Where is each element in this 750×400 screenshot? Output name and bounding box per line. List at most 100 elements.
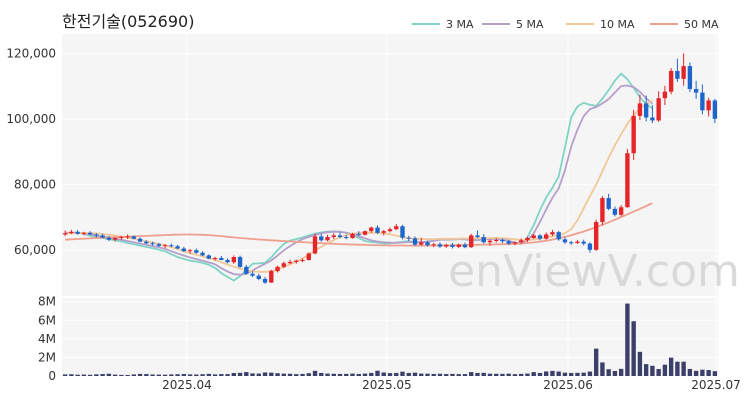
volume-bar xyxy=(643,364,649,376)
volume-bar xyxy=(187,374,193,376)
candle-body xyxy=(69,231,74,234)
candle-body xyxy=(700,92,705,111)
volume-bar xyxy=(475,372,480,376)
candle-body xyxy=(568,242,574,244)
volume-bar xyxy=(275,373,280,376)
volume-bar xyxy=(194,374,199,376)
candle-body xyxy=(575,241,580,243)
volume-axis-ticks: 8M 6M 4M 2M 0 xyxy=(38,295,56,383)
x-tick-label: 2025.07 xyxy=(691,378,741,392)
candle-body xyxy=(137,238,143,242)
volume-bar xyxy=(244,372,249,376)
volume-bar xyxy=(412,372,418,376)
candle-body xyxy=(219,258,224,260)
volume-bar xyxy=(581,372,586,376)
volume-bar xyxy=(281,373,286,376)
volume-bar xyxy=(425,373,430,376)
volume-bar xyxy=(575,372,580,376)
volume-bar xyxy=(75,374,80,376)
volume-bar xyxy=(300,373,305,376)
candle-body xyxy=(687,66,693,90)
candle-body xyxy=(194,250,199,253)
volume-bar xyxy=(456,374,461,376)
volume-tick-label: 8M xyxy=(38,295,56,309)
candle-body xyxy=(281,263,286,267)
candle-body xyxy=(419,242,424,245)
candle-body xyxy=(181,248,187,252)
volume-bar xyxy=(537,372,543,376)
candle-body xyxy=(187,250,193,252)
candle-body xyxy=(331,235,336,238)
volume-bar xyxy=(181,374,187,376)
candle-body xyxy=(512,242,518,244)
volume-bar xyxy=(156,374,162,376)
candle-body xyxy=(337,235,343,238)
volume-bar xyxy=(506,373,511,376)
candle-body xyxy=(312,236,318,254)
volume-bar xyxy=(212,374,218,376)
volume-bar xyxy=(450,373,455,376)
volume-bar xyxy=(237,372,243,376)
volume-bar xyxy=(69,374,74,376)
price-tick-label: 80,000 xyxy=(14,178,56,192)
candle-body xyxy=(631,115,636,154)
candle-body xyxy=(618,207,624,215)
candle-body xyxy=(462,244,468,248)
volume-bar xyxy=(337,373,343,376)
volume-bar xyxy=(600,362,605,376)
volume-bar xyxy=(668,357,674,376)
volume-bar xyxy=(394,372,399,376)
volume-bar xyxy=(287,373,293,376)
volume-bar xyxy=(500,373,505,376)
candle-body xyxy=(75,231,80,234)
volume-bar xyxy=(381,372,386,376)
watermark-text: enViewV.com xyxy=(448,246,740,297)
volume-bar xyxy=(387,373,393,376)
candle-body xyxy=(612,208,618,215)
candle-body xyxy=(675,71,680,79)
volume-bar xyxy=(612,370,618,376)
candle-body xyxy=(531,235,536,239)
volume-bar xyxy=(175,374,180,376)
candle-body xyxy=(412,238,418,245)
volume-bar xyxy=(312,370,318,376)
volume-bar xyxy=(256,373,261,376)
candle-body xyxy=(593,221,599,250)
candle-body xyxy=(437,244,443,247)
candle-body xyxy=(119,237,124,239)
candle-body xyxy=(506,241,511,244)
candle-body xyxy=(668,71,674,92)
volume-bar xyxy=(362,373,368,376)
volume-bar xyxy=(525,373,530,376)
volume-bar xyxy=(519,373,524,376)
volume-bar xyxy=(637,351,643,376)
candlesticks xyxy=(62,53,718,284)
candle-body xyxy=(300,259,305,261)
candle-body xyxy=(87,232,93,235)
volume-bar xyxy=(137,373,143,376)
candle-body xyxy=(469,235,474,248)
candle-body xyxy=(519,240,524,243)
volume-bar xyxy=(169,374,174,376)
volume-bar xyxy=(568,372,574,376)
candle-body xyxy=(106,237,112,240)
volume-bar xyxy=(206,373,212,376)
volume-tick-label: 6M xyxy=(38,313,56,327)
candle-body xyxy=(212,258,218,260)
candle-body xyxy=(431,244,436,246)
volume-bar xyxy=(431,373,436,376)
price-tick-label: 100,000 xyxy=(6,112,56,126)
candle-body xyxy=(269,271,274,283)
candle-body xyxy=(394,226,399,230)
volume-bar xyxy=(375,370,380,376)
volume-bar xyxy=(481,372,486,376)
candle-body xyxy=(487,240,493,243)
volume-bar xyxy=(94,374,99,376)
volume-bar xyxy=(693,370,699,376)
candle-body xyxy=(262,278,268,283)
volume-bar xyxy=(125,374,130,376)
candle-body xyxy=(62,233,68,235)
ma-line-3-ma xyxy=(65,72,653,282)
volume-bar xyxy=(344,373,349,376)
